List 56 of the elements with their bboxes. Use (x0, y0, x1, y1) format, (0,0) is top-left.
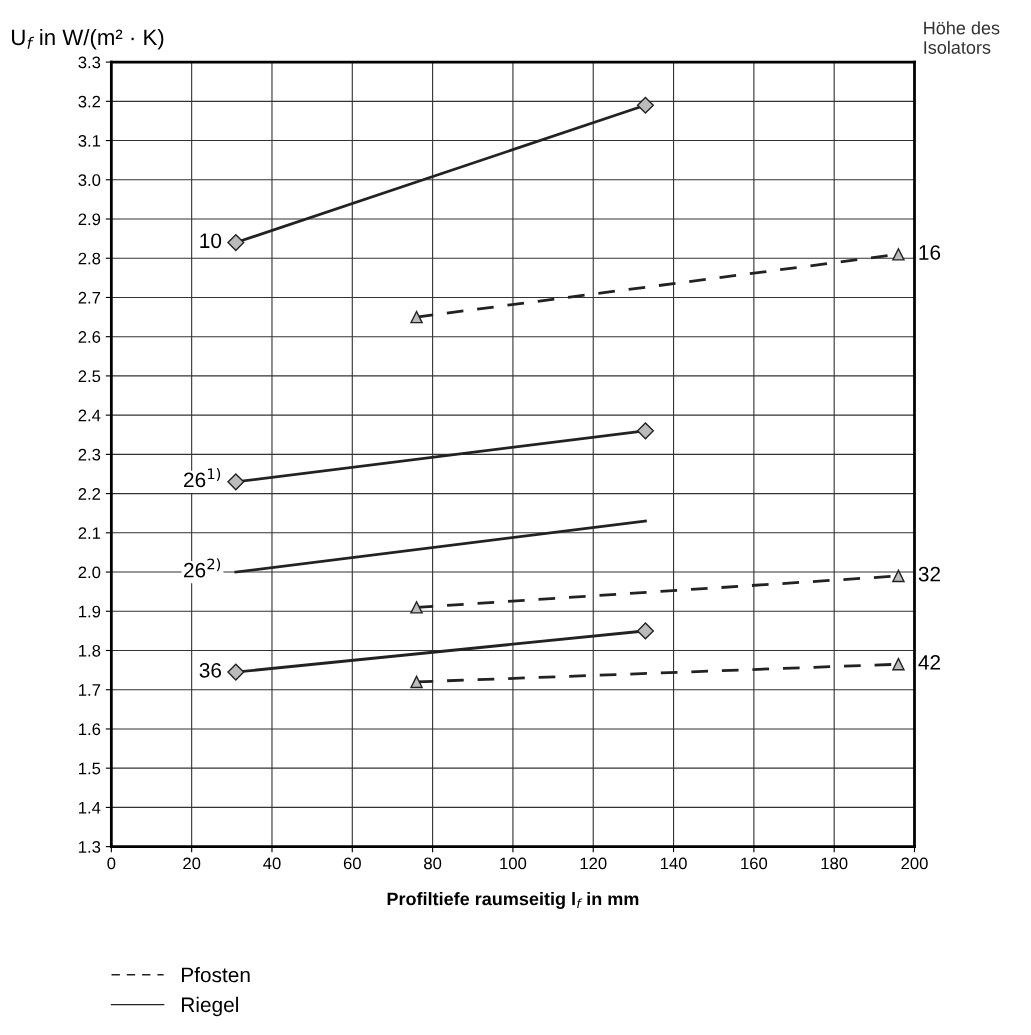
point (636, 422, 654, 440)
y-axis-title: U$_{f}$ in W/(m² · K) (12, 28, 164, 50)
y-tick-label: 2.1 (78, 527, 101, 539)
series-label: 16 (919, 245, 941, 260)
x-tick-label: 0 (107, 857, 116, 870)
point (227, 663, 245, 681)
y-tick-label: 2.3 (78, 448, 101, 461)
point (227, 233, 245, 252)
y-tick-label: 3.2 (78, 95, 101, 108)
x-axis-title: Profiltiefe raumseitig l$_{f}$ in mm (387, 892, 639, 909)
y-tick-label: 1.3 (79, 841, 101, 853)
series-label: 26$^{2)}$ (184, 558, 221, 578)
legend-title: Höhe des Isolators (924, 21, 1000, 54)
y-tick-label: 1.5 (79, 762, 101, 775)
series-label: 32 (918, 566, 941, 582)
y-tick-label: 2.7 (78, 291, 101, 304)
y-tick-label: 3.1 (78, 134, 101, 147)
point (410, 601, 423, 614)
x-tick-label: 80 (424, 857, 442, 870)
y-tick-label: 2.0 (78, 566, 101, 579)
point (410, 310, 423, 324)
y-tick-label: 1.4 (79, 801, 101, 814)
y-tick-label: 2.4 (78, 409, 101, 422)
series-label: 36 (199, 662, 222, 678)
x-tick-label: 200 (901, 857, 928, 870)
x-tick-label: 160 (741, 857, 768, 870)
y-tick-label: 2.6 (78, 331, 101, 343)
y-tick-label: 2.2 (78, 487, 101, 500)
series-label: 42 (918, 655, 941, 670)
x-tick-label: 120 (580, 857, 607, 870)
y-tick-label: 3.0 (78, 174, 101, 186)
x-tick-label: 140 (660, 857, 687, 870)
point (227, 473, 245, 491)
y-tick-label: 2.8 (78, 252, 101, 265)
x-tick-label: 40 (263, 857, 281, 870)
series-label: 26$^{1)}$ (184, 468, 221, 488)
x-tick-label: 180 (821, 857, 848, 870)
point (892, 569, 905, 583)
y-tick-label: 3.3 (78, 56, 101, 69)
point (636, 96, 654, 114)
y-tick-label: 1.9 (79, 605, 101, 618)
y-tick-label: 1.7 (79, 684, 101, 696)
point (636, 622, 654, 640)
text: Riegel (182, 996, 238, 1017)
point (892, 657, 905, 671)
y-tick-label: 2.5 (78, 370, 101, 383)
x-tick-label: 20 (183, 857, 201, 870)
text: Pfosten (182, 967, 250, 983)
y-tick-label: 2.9 (78, 213, 101, 226)
y-tick-label: 1.6 (79, 723, 101, 736)
y-tick-label: 1.8 (79, 644, 101, 657)
x-tick-label: 60 (343, 857, 361, 870)
series-label: 10 (200, 233, 222, 249)
point (892, 248, 905, 261)
x-tick-label: 100 (500, 857, 527, 870)
point (410, 675, 423, 689)
